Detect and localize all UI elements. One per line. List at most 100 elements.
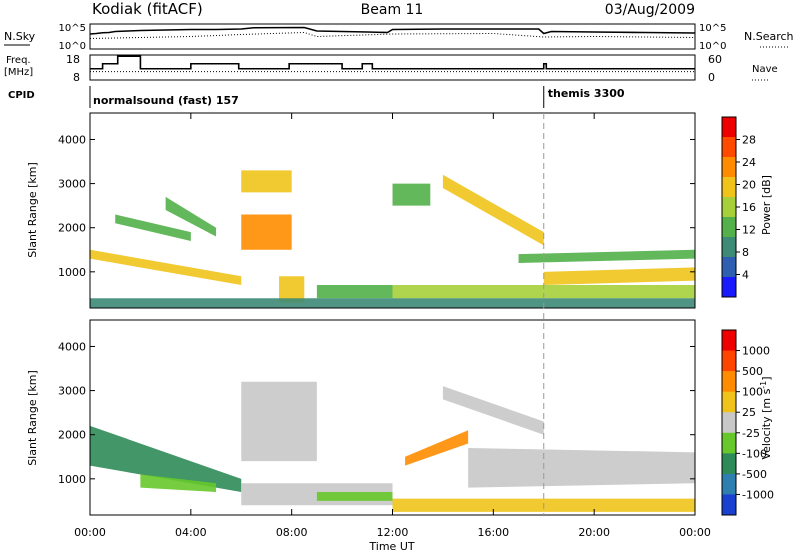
xtick-label-0: 00:00: [74, 526, 106, 539]
freq-label-2: [MHz]: [4, 67, 33, 78]
ytick-label-1: 3000: [58, 385, 86, 398]
freq-series-line: [90, 55, 695, 70]
colorbar-swatch-6: [722, 237, 736, 258]
velocity-colorbar-label: Velocity [m s-1]: [759, 376, 774, 459]
velocity-xlabel: Time UT: [368, 540, 414, 553]
data-region-7: [392, 183, 431, 206]
colorbar-tick-label-3: 25: [742, 406, 756, 419]
noise-tick-top-right: 10^5: [699, 23, 726, 34]
cpid-segment-1: themis 3300: [548, 87, 625, 100]
data-region-2: [241, 381, 317, 462]
velocity-colorbar: 1000 500 100 25 -25 -100 -500 -1000: [721, 329, 774, 516]
xtick-label-1: 04:00: [175, 526, 207, 539]
xtick-label-5: 20:00: [578, 526, 610, 539]
ytick-label-3: 1000: [58, 266, 86, 279]
data-region-8: [442, 386, 544, 435]
colorbar-tick-label-2: 100: [742, 386, 763, 399]
colorbar-swatch-8: [722, 494, 736, 516]
date-title: 03/Aug/2009: [605, 2, 695, 18]
colorbar-swatch-7: [722, 473, 736, 495]
cpid-label: CPID: [8, 90, 35, 101]
data-region-0: [90, 249, 242, 286]
data-region-11: [543, 267, 695, 286]
data-region-6: [316, 285, 393, 299]
cpid-panel: CPID normalsound (fast) 157 themis 3300: [8, 86, 625, 108]
station-title: Kodiak (fitACF): [92, 0, 203, 18]
ytick-label-0: 4000: [58, 340, 86, 353]
data-region-10: [518, 249, 695, 263]
nsearch-series-line: [89, 31, 696, 39]
velocity-panel: 4000 3000 2000 1000 00:00 04:00 08:00 12:00 16:…: [26, 113, 774, 553]
data-region-6: [468, 447, 695, 488]
xtick-label-3: 12:00: [377, 526, 409, 539]
colorbar-swatch-5: [722, 432, 736, 454]
nsky-label: N.Sky: [4, 30, 36, 43]
power-data-layer: [90, 170, 695, 308]
colorbar-tick-label-1: 24: [742, 156, 756, 169]
xtick-label-6: 00:00: [679, 526, 711, 539]
colorbar-swatch-2: [722, 371, 736, 393]
ytick-label-2: 2000: [58, 222, 86, 235]
ytick-label-3: 1000: [58, 473, 86, 486]
data-region-1: [115, 214, 191, 241]
data-region-3: [241, 170, 292, 193]
nave-tick-bottom: 0: [708, 71, 715, 84]
noise-tick-top-left: 10^5: [59, 23, 86, 34]
power-yticks: 4000 3000 2000 1000: [58, 133, 695, 279]
ytick-label-1: 3000: [58, 178, 86, 191]
colorbar-frame: [721, 329, 737, 516]
velocity-ylabel: Slant Range [km]: [26, 370, 39, 466]
xtick-label-2: 08:00: [276, 526, 308, 539]
colorbar-swatch-1: [722, 137, 736, 158]
beam-title: Beam 11: [361, 2, 424, 18]
colorbar-tick-label-5: 8: [742, 246, 749, 259]
colorbar-swatch-6: [722, 453, 736, 475]
colorbar-tick-label-0: 28: [742, 134, 756, 147]
freq-tick-top: 18: [66, 53, 80, 66]
velocity-xticks: 00:00 04:00 08:00 12:00 16:00 20:00 00:00: [74, 113, 711, 539]
colorbar-tick-label-5: -100: [742, 447, 767, 460]
colorbar-tick-label-7: -1000: [742, 488, 774, 501]
colorbar-tick-label-6: 4: [742, 269, 749, 282]
noise-panel: N.Sky 10^5 10^0 10^5 10^0 N.Search: [4, 23, 794, 52]
data-region-1: [140, 474, 217, 493]
freq-tick-bottom: 8: [73, 71, 80, 84]
data-region-2: [165, 196, 217, 237]
colorbar-swatch-3: [722, 391, 736, 413]
colorbar-swatch-0: [722, 330, 736, 352]
colorbar-swatch-7: [722, 257, 736, 278]
data-region-5: [405, 430, 469, 466]
freq-panel-frame: [89, 54, 696, 81]
xtick-label-4: 16:00: [477, 526, 509, 539]
power-ylabel: Slant Range [km]: [26, 162, 39, 258]
data-region-8: [442, 174, 544, 246]
nsky-series-line: [89, 26, 696, 35]
colorbar-swatch-1: [722, 350, 736, 372]
colorbar-swatch-8: [722, 277, 736, 298]
velocity-data-layer: [90, 381, 695, 512]
ytick-label-0: 4000: [58, 133, 86, 146]
colorbar-swatch-0: [722, 117, 736, 138]
colorbar-swatch-4: [722, 197, 736, 218]
freq-label-1: Freq.: [6, 55, 31, 66]
data-region-12: [90, 298, 695, 308]
nave-label: Nave: [752, 64, 778, 75]
data-region-9: [392, 285, 695, 299]
colorbar-swatch-5: [722, 217, 736, 238]
nave-tick-top: 60: [708, 53, 722, 66]
data-region-0: [90, 425, 242, 493]
power-colorbar-label: Power [dB]: [760, 175, 773, 235]
colorbar-tick-label-4: 12: [742, 224, 756, 237]
power-colorbar: 28 24 20 16 12 8 4: [721, 116, 756, 298]
colorbar-swatch-4: [722, 412, 736, 434]
colorbar-tick-label-0: 1000: [742, 345, 770, 358]
velocity-yticks: 4000 3000 2000 1000: [58, 340, 695, 486]
noise-tick-bottom-right: 10^0: [699, 41, 726, 52]
freq-panel: Freq. [MHz] 18 8 60 0 Nave: [4, 53, 778, 84]
ytick-label-2: 2000: [58, 429, 86, 442]
colorbar-tick-label-1: 500: [742, 365, 763, 378]
colorbar-swatch-2: [722, 157, 736, 178]
data-region-4: [241, 214, 292, 250]
